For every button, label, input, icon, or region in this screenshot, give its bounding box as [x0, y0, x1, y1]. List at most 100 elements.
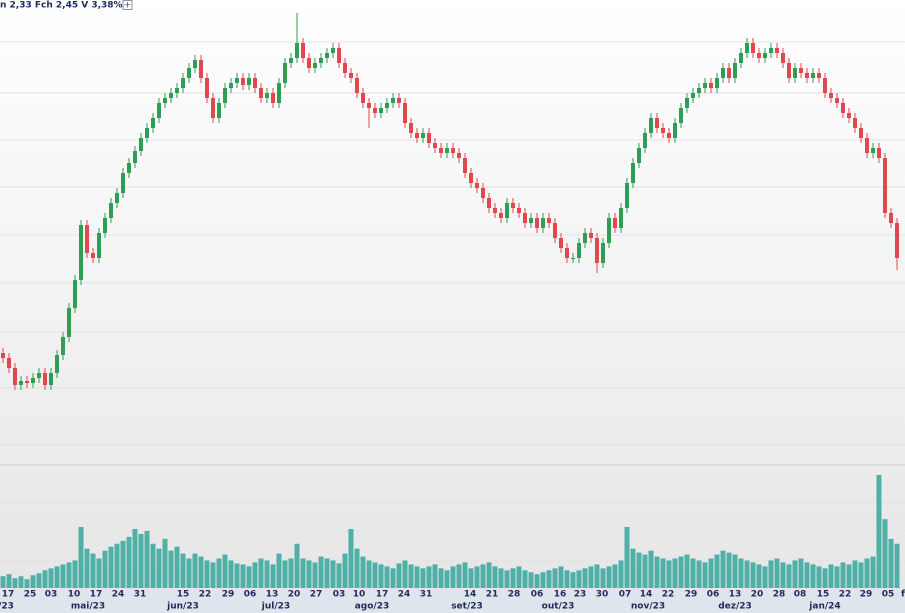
x-tick-label: 23 [574, 590, 587, 600]
candle-body [853, 118, 857, 128]
volume-bar [288, 558, 294, 588]
volume-bar [600, 568, 606, 588]
volume-bar [846, 564, 852, 588]
x-tick-label: f [901, 590, 905, 600]
volume-bar [438, 568, 444, 588]
candle-body [253, 78, 257, 88]
volume-bar [552, 568, 558, 588]
candle-body [841, 103, 845, 113]
volume-bar [546, 570, 552, 588]
x-tick-label: 29 [685, 590, 698, 600]
volume-bar [540, 572, 546, 588]
candle-body [391, 98, 395, 103]
candle-body [847, 113, 851, 118]
candle-body [157, 103, 161, 118]
volume-bar [420, 568, 426, 588]
volume-bar [690, 558, 696, 588]
candle-body [175, 88, 179, 93]
candle-body [169, 93, 173, 98]
x-tick-label: 06 [707, 590, 720, 600]
candle-body [697, 88, 701, 93]
x-tick-label: 21 [486, 590, 499, 600]
candle-body [787, 63, 791, 78]
candle-body [829, 93, 833, 98]
volume-bar [120, 540, 126, 588]
candle-body [205, 78, 209, 98]
volume-bar [24, 579, 30, 588]
candle-body [493, 208, 497, 213]
volume-bar [366, 560, 372, 588]
volume-bar [756, 564, 762, 588]
x-tick-label: 29 [860, 590, 873, 600]
volume-bar [198, 556, 204, 588]
volume-bar [186, 558, 192, 588]
volume-bar [336, 563, 342, 588]
candle-body [835, 98, 839, 103]
volume-bar [678, 556, 684, 588]
volume-bar [162, 538, 168, 588]
candle-body [703, 83, 707, 88]
candle-body [127, 163, 131, 173]
candle-body [211, 98, 215, 118]
candle-body [475, 183, 479, 188]
volume-bar [318, 556, 324, 588]
volume-bar [804, 562, 810, 588]
volume-bar [240, 564, 246, 588]
candle-body [7, 358, 11, 368]
volume-bar [696, 560, 702, 588]
candle-body [301, 43, 305, 58]
candle-body [817, 73, 821, 78]
candle-body [535, 218, 539, 228]
volume-bar [114, 543, 120, 588]
candle-body [751, 43, 755, 53]
volume-bar [816, 566, 822, 588]
volume-bar [534, 574, 540, 588]
candle-body [73, 280, 77, 308]
volume-bar [588, 566, 594, 588]
volume-bar [348, 529, 354, 588]
volume-bar [6, 574, 12, 588]
volume-bar [528, 572, 534, 588]
x-tick-label: 22 [839, 590, 852, 600]
volume-bar [582, 568, 588, 588]
x-tick-label: 13 [266, 590, 279, 600]
volume-bar [354, 548, 360, 588]
volume-bar [252, 562, 258, 588]
volume-bar [864, 558, 870, 588]
x-tick-label: 30 [596, 590, 609, 600]
volume-bar [780, 562, 786, 588]
month-label: jun/23 [166, 602, 199, 612]
candle-body [283, 63, 287, 83]
candle-body [235, 78, 239, 83]
candle-body [775, 48, 779, 53]
candle-body [79, 225, 83, 280]
volume-bar [138, 533, 144, 588]
volume-bar [618, 560, 624, 588]
volume-bar [48, 568, 54, 588]
candle-body [121, 173, 125, 193]
volume-bar [402, 560, 408, 588]
volume-bar [666, 560, 672, 588]
candle-body [355, 78, 359, 93]
volume-bar [570, 572, 576, 588]
volume-bar [768, 560, 774, 588]
x-tick-label: 14 [464, 590, 477, 600]
volume-bar [672, 558, 678, 588]
volume-bar [468, 568, 474, 588]
expand-button[interactable] [122, 0, 133, 10]
x-tick-label: 06 [244, 590, 257, 600]
candle-body [709, 83, 713, 88]
candle-body [781, 53, 785, 63]
candle-body [499, 213, 503, 218]
month-label: jul/23 [261, 602, 290, 612]
volume-bar [396, 563, 402, 588]
candle-body [649, 118, 653, 133]
volume-bar [798, 558, 804, 588]
x-tick-label: 31 [420, 590, 433, 600]
volume-bar [720, 550, 726, 588]
candle-body [349, 73, 353, 78]
candle-body [583, 233, 587, 243]
volume-bar [486, 562, 492, 588]
candle-body [289, 58, 293, 63]
